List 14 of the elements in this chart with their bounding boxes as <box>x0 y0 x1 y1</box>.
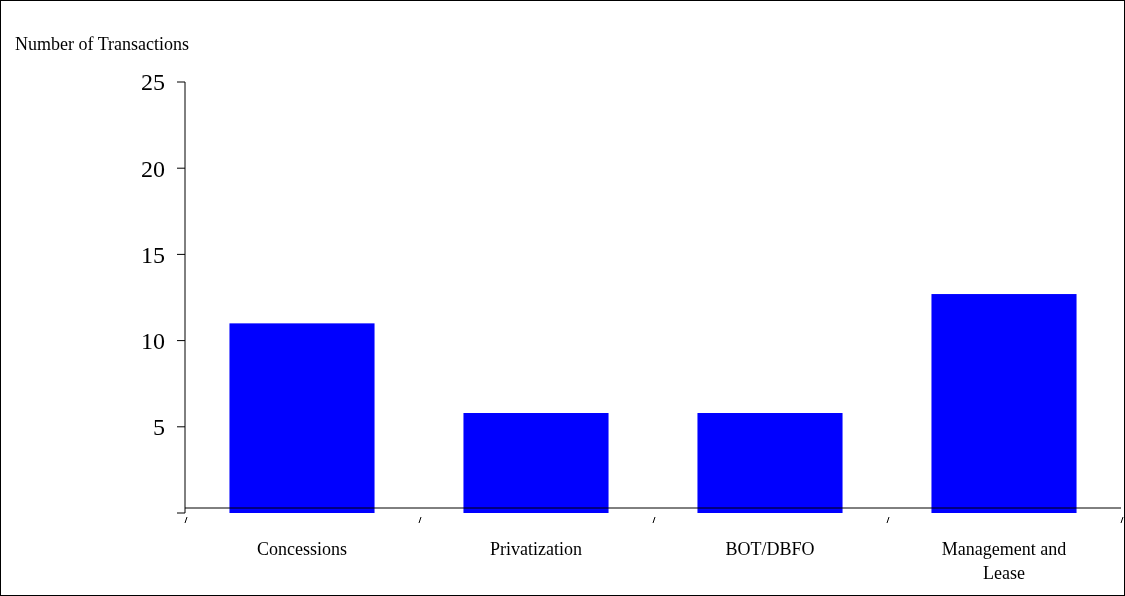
bar <box>229 323 375 513</box>
y-tick-label: 5 <box>153 414 165 441</box>
x-tick-label: Concessions <box>257 539 347 559</box>
x-tick-label: BOT/DBFO <box>725 539 815 559</box>
bar <box>697 413 843 513</box>
y-tick-label: 20 <box>141 155 165 182</box>
y-tick-label: 15 <box>141 241 165 268</box>
bar <box>463 413 609 513</box>
y-axis-title: Number of Transactions <box>15 34 189 54</box>
x-tick-label: Management and Lease <box>941 539 1067 583</box>
bar <box>931 294 1077 513</box>
y-tick-label: 25 <box>141 69 165 96</box>
x-tick-label: Privatization <box>490 539 582 559</box>
y-tick-label: 10 <box>141 328 165 354</box>
